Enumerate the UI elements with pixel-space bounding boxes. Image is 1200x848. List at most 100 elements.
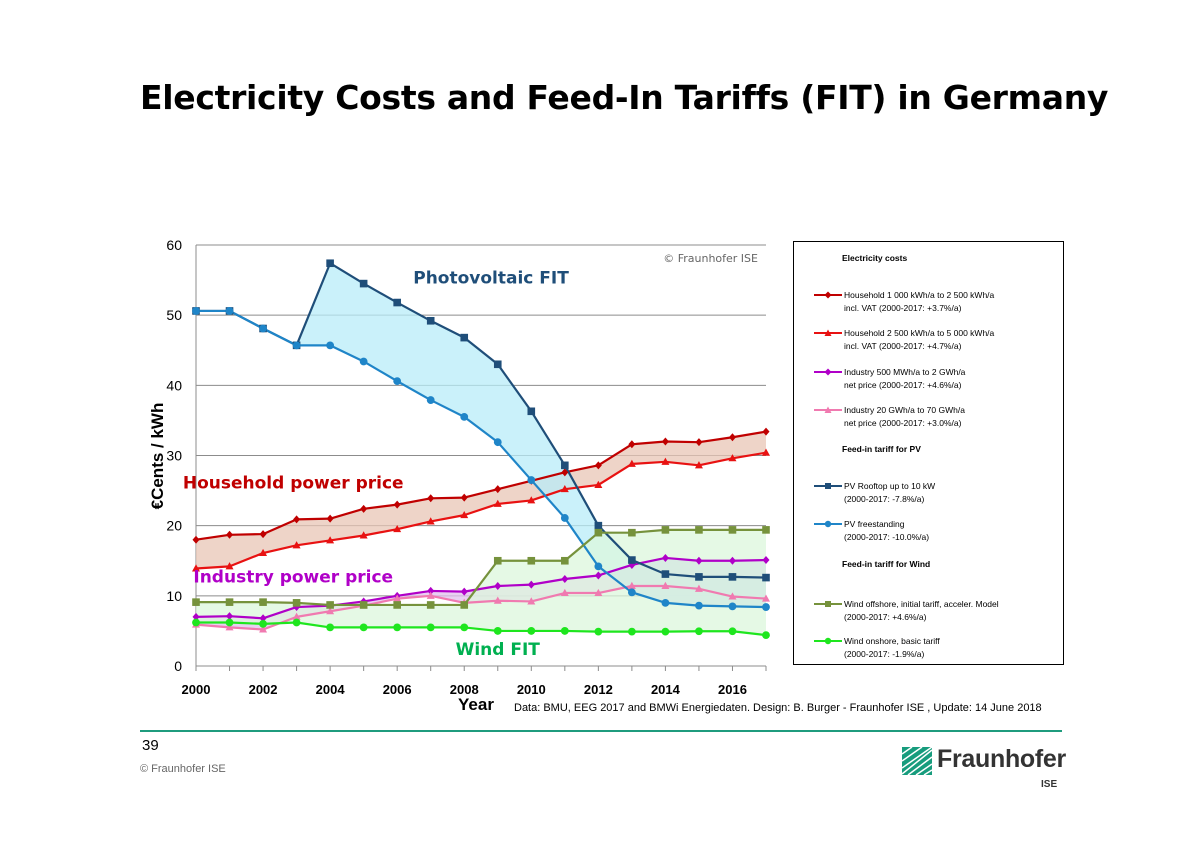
footer-copyright: © Fraunhofer ISE bbox=[140, 763, 226, 775]
data-point bbox=[762, 556, 770, 565]
data-point bbox=[594, 562, 603, 571]
data-point bbox=[192, 618, 200, 627]
series-line bbox=[195, 430, 767, 541]
data-point bbox=[493, 596, 502, 604]
data-point bbox=[192, 598, 200, 606]
data-point bbox=[292, 599, 301, 607]
footer-divider bbox=[140, 730, 1062, 732]
data-point bbox=[426, 316, 435, 325]
data-point bbox=[259, 620, 267, 628]
x-tick-label: 2012 bbox=[584, 682, 613, 697]
legend-label: incl. VAT (2000-2017: +4.7%/a) bbox=[844, 341, 962, 351]
data-point bbox=[426, 396, 435, 404]
data-point bbox=[426, 623, 435, 632]
data-point bbox=[292, 341, 301, 350]
page-title: Electricity Costs and Feed-In Tariffs (F… bbox=[140, 78, 1109, 117]
data-point bbox=[728, 627, 737, 636]
data-point bbox=[661, 457, 670, 465]
y-tick-label: 60 bbox=[166, 237, 182, 253]
data-point bbox=[695, 627, 703, 636]
data-point bbox=[627, 459, 636, 467]
data-point bbox=[426, 591, 435, 599]
legend-label: Household 1 000 kWh/a to 2 500 kWh/a bbox=[844, 290, 995, 300]
data-point bbox=[427, 494, 435, 503]
y-tick-label: 30 bbox=[166, 448, 182, 464]
data-point bbox=[292, 618, 301, 627]
legend-marker-pv-freestanding bbox=[814, 520, 842, 528]
data-point bbox=[493, 438, 502, 447]
legend-item-wind-onshore: Wind onshore, basic tariff (2000-2017: -1… bbox=[794, 636, 1064, 670]
legend-item-household-2: Household 2 500 kWh/a to 5 000 kWh/a incl… bbox=[794, 328, 1064, 362]
data-point bbox=[728, 526, 737, 534]
data-point bbox=[728, 454, 737, 462]
data-point bbox=[527, 476, 536, 484]
data-point bbox=[292, 541, 301, 549]
series-line bbox=[195, 451, 767, 570]
data-point bbox=[326, 536, 335, 544]
page-number: 39 bbox=[142, 737, 159, 754]
legend-marker-wind-onshore bbox=[814, 637, 842, 645]
legend-label: (2000-2017: -1.9%/a) bbox=[844, 649, 925, 659]
data-point bbox=[695, 573, 703, 581]
data-point bbox=[460, 510, 469, 519]
legend-label: (2000-2017: +4.6%/a) bbox=[844, 612, 927, 622]
data-point bbox=[460, 601, 469, 609]
x-tick-label: 2016 bbox=[718, 682, 747, 697]
band-area bbox=[196, 431, 766, 569]
data-point bbox=[393, 601, 401, 609]
data-point bbox=[326, 341, 335, 350]
series-line bbox=[196, 309, 767, 609]
data-point bbox=[628, 556, 636, 564]
y-tick-label: 0 bbox=[174, 658, 182, 674]
data-point bbox=[192, 564, 200, 572]
data-point bbox=[661, 570, 670, 578]
legend-label: (2000-2017: -10.0%/a) bbox=[844, 532, 930, 542]
x-tick-label: 2006 bbox=[383, 682, 412, 697]
data-point bbox=[762, 427, 770, 436]
legend-section-wind: Feed-in tariff for Wind bbox=[842, 559, 931, 569]
legend-item-industry-1: Industry 500 MWh/a to 2 GWh/a net price (… bbox=[794, 367, 1064, 401]
data-point bbox=[762, 448, 770, 456]
data-point bbox=[226, 612, 234, 621]
data-point bbox=[393, 623, 402, 632]
data-point bbox=[225, 307, 234, 315]
legend-item-wind-offshore: Wind offshore, initial tariff, acceler. … bbox=[794, 599, 1064, 633]
y-axis-title: €Cents / kWh bbox=[148, 403, 167, 510]
data-point bbox=[493, 499, 502, 507]
legend-section-pv: Feed-in tariff for PV bbox=[842, 444, 921, 454]
data-point bbox=[493, 556, 502, 565]
data-point bbox=[326, 607, 335, 615]
y-tick-label: 20 bbox=[166, 518, 182, 534]
data-point bbox=[326, 514, 334, 523]
data-point bbox=[695, 526, 703, 534]
x-axis-title: Year bbox=[458, 695, 494, 714]
data-point bbox=[494, 582, 502, 591]
data-point bbox=[561, 461, 569, 470]
data-point bbox=[225, 623, 234, 631]
data-point bbox=[728, 602, 737, 611]
data-point bbox=[594, 588, 603, 597]
data-point bbox=[259, 324, 267, 333]
legend-marker-pv-rooftop bbox=[814, 483, 842, 489]
data-point bbox=[594, 627, 603, 636]
fraunhofer-logo-icon bbox=[902, 747, 932, 775]
data-point bbox=[225, 598, 234, 606]
data-point bbox=[427, 586, 435, 595]
series-line bbox=[196, 621, 767, 637]
data-point bbox=[460, 413, 469, 421]
data-point bbox=[493, 360, 502, 369]
legend-marker-wind-offshore bbox=[814, 601, 842, 607]
chart-annotation: Photovoltaic FIT bbox=[413, 269, 569, 289]
data-point bbox=[360, 504, 368, 513]
legend-marker-industry-2 bbox=[814, 406, 842, 413]
data-point bbox=[326, 601, 334, 609]
series-line bbox=[195, 556, 767, 620]
data-point bbox=[393, 500, 401, 509]
data-point bbox=[259, 598, 267, 606]
data-point bbox=[762, 603, 770, 611]
data-point bbox=[561, 556, 569, 565]
legend-label: net price (2000-2017: +4.6%/a) bbox=[844, 380, 962, 390]
chart-annotation: Wind FIT bbox=[456, 640, 541, 660]
legend-item-pv-rooftop: PV Rooftop up to 10 kW (2000-2017: -7.8%/… bbox=[794, 481, 1064, 515]
